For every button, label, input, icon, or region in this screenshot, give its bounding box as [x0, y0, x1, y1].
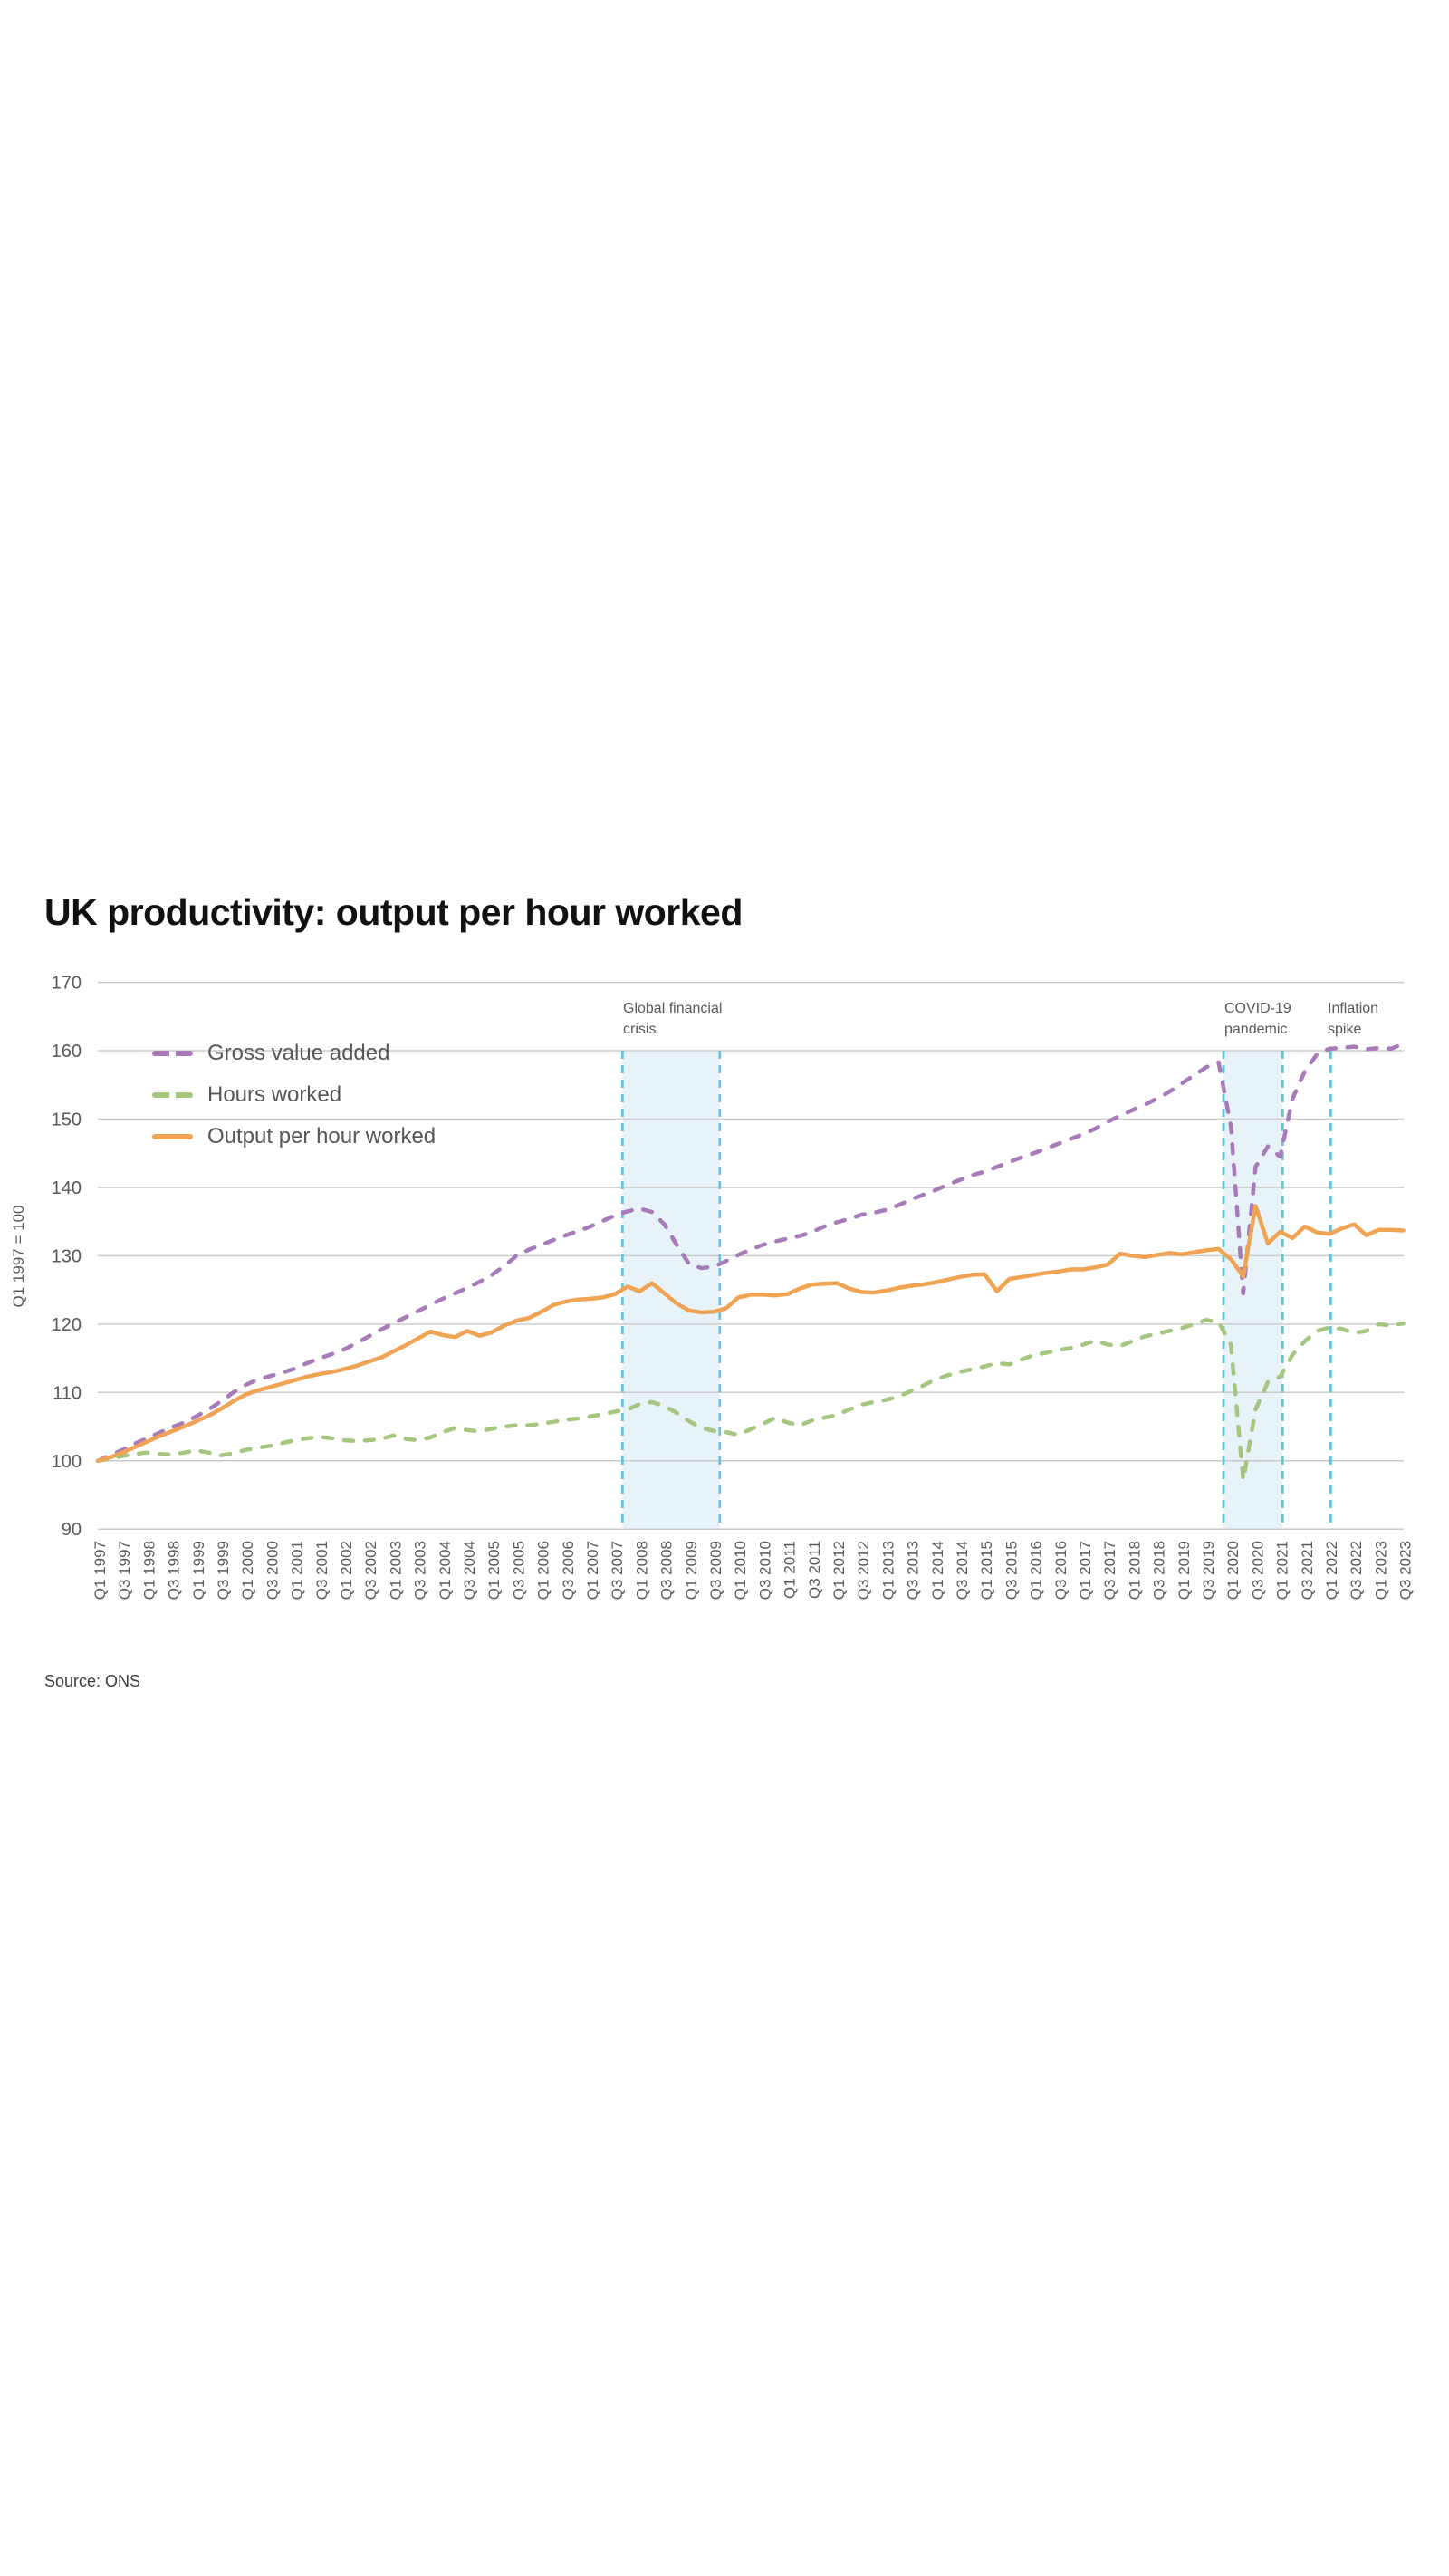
annotation-global-financial-crisis: Global financial crisis — [623, 998, 722, 1040]
legend-label: Gross value added — [207, 1041, 390, 1065]
x-tick-label: Q3 2004 — [461, 1541, 478, 1600]
legend-item-output-per-hour: Output per hour worked — [152, 1123, 436, 1150]
x-tick-label: Q3 2018 — [1151, 1541, 1168, 1600]
y-tick-label: 140 — [52, 1178, 82, 1198]
legend-label: Hours worked — [207, 1082, 342, 1107]
x-tick-label: Q1 1999 — [190, 1541, 207, 1600]
legend-item-gross-value-added: Gross value added — [152, 1040, 436, 1067]
y-tick-label: 110 — [53, 1383, 82, 1403]
x-tick-label: Q3 2007 — [609, 1541, 626, 1600]
series-output-per-hour-worked — [95, 1204, 1406, 1464]
x-tick-label: Q3 2012 — [855, 1541, 872, 1600]
x-tick-label: Q1 2012 — [830, 1541, 848, 1600]
legend-label: Output per hour worked — [207, 1124, 437, 1149]
y-tick-label: 120 — [52, 1315, 82, 1335]
x-tick-label: Q3 2011 — [806, 1541, 823, 1599]
x-tick-label: Q1 2011 — [782, 1541, 799, 1599]
x-tick-label: Q3 1997 — [116, 1541, 133, 1600]
x-tick-label: Q3 2000 — [264, 1541, 281, 1600]
y-tick-label: 100 — [52, 1452, 82, 1472]
x-tick-label: Q3 2002 — [362, 1541, 379, 1600]
x-tick-label: Q3 2013 — [905, 1541, 922, 1600]
series-gross-value-added — [95, 1042, 1406, 1464]
source-note: Source: ONS — [44, 1672, 141, 1690]
x-tick-label: Q1 2023 — [1372, 1541, 1389, 1600]
x-tick-label: Q1 2020 — [1224, 1541, 1242, 1600]
x-tick-label: Q3 2023 — [1397, 1541, 1415, 1600]
x-tick-label: Q3 2005 — [510, 1541, 527, 1600]
x-tick-label: Q3 2010 — [756, 1541, 773, 1600]
x-tick-label: Q3 2022 — [1348, 1541, 1365, 1600]
x-tick-label: Q3 1999 — [215, 1541, 232, 1600]
x-tick-label: Q3 2021 — [1299, 1541, 1316, 1600]
x-tick-label: Q1 2018 — [1126, 1541, 1143, 1600]
x-tick-label: Q1 2016 — [1028, 1541, 1045, 1600]
x-tick-label: Q1 2008 — [633, 1541, 650, 1600]
x-tick-label: Q3 2001 — [313, 1541, 331, 1600]
annotation-inflation-spike: Inflation spike — [1328, 998, 1378, 1040]
x-tick-label: Q1 2015 — [978, 1541, 995, 1600]
y-tick-label: 170 — [52, 974, 82, 994]
x-tick-label: Q3 2016 — [1052, 1541, 1070, 1600]
x-tick-label: Q1 2017 — [1077, 1541, 1094, 1600]
annotation-line: COVID-19 — [1224, 1001, 1291, 1016]
x-tick-label: Q1 2021 — [1274, 1541, 1291, 1600]
annotation-line: Global financial — [623, 1001, 723, 1016]
y-tick-label: 90 — [62, 1520, 82, 1540]
x-tick-label: Q1 2010 — [732, 1541, 749, 1600]
x-tick-label: Q1 2019 — [1176, 1541, 1193, 1600]
x-tick-label: Q1 1998 — [140, 1541, 158, 1600]
y-tick-label: 160 — [52, 1042, 82, 1062]
page-title: UK productivity: output per hour worked — [44, 891, 743, 933]
x-tick-label: Q1 2001 — [289, 1541, 306, 1600]
x-tick-label: Q1 2006 — [535, 1541, 552, 1600]
x-tick-label: Q3 2019 — [1200, 1541, 1217, 1600]
x-tick-label: Q3 2008 — [658, 1541, 676, 1600]
x-tick-label: Q1 2007 — [584, 1541, 601, 1600]
legend: Gross value added Hours worked Output pe… — [152, 1040, 436, 1165]
x-tick-label: Q3 2014 — [954, 1541, 971, 1600]
y-tick-label: 130 — [52, 1246, 82, 1266]
x-tick-label: Q1 2004 — [437, 1541, 454, 1600]
x-tick-label: Q3 2015 — [1003, 1541, 1020, 1600]
x-tick-label: Q1 1997 — [91, 1541, 109, 1600]
x-tick-label: Q3 2009 — [707, 1541, 724, 1600]
y-axis-title: Q1 1997 = 100 — [10, 1205, 27, 1308]
x-tick-label: Q1 2005 — [485, 1541, 503, 1600]
annotation-line: spike — [1328, 1022, 1362, 1037]
x-tick-label: Q3 2006 — [560, 1541, 577, 1600]
x-tick-label: Q1 2009 — [683, 1541, 700, 1600]
x-tick-label: Q1 2000 — [239, 1541, 256, 1600]
series-hours-worked — [95, 1318, 1406, 1483]
x-tick-label: Q1 2022 — [1323, 1541, 1340, 1600]
highlight-band — [1223, 1051, 1283, 1529]
annotation-covid-pandemic: COVID-19 pandemic — [1224, 998, 1291, 1040]
x-tick-label: Q1 2003 — [387, 1541, 404, 1600]
annotation-line: Inflation — [1328, 1001, 1379, 1016]
annotation-line: crisis — [623, 1022, 657, 1037]
x-tick-label: Q3 1998 — [166, 1541, 183, 1600]
x-tick-label: Q3 2017 — [1101, 1541, 1118, 1600]
x-tick-label: Q3 2003 — [412, 1541, 429, 1600]
hours-worked-swatch-icon — [152, 1092, 193, 1098]
x-tick-label: Q1 2013 — [879, 1541, 897, 1600]
output-per-hour-swatch-icon — [152, 1134, 193, 1139]
y-tick-label: 150 — [52, 1110, 82, 1130]
x-tick-label: Q1 2002 — [338, 1541, 355, 1600]
annotation-line: pandemic — [1224, 1022, 1288, 1037]
x-tick-label: Q1 2014 — [929, 1541, 946, 1600]
x-tick-label: Q3 2020 — [1249, 1541, 1266, 1600]
legend-item-hours-worked: Hours worked — [152, 1081, 436, 1109]
gross-value-added-swatch-icon — [152, 1051, 193, 1056]
